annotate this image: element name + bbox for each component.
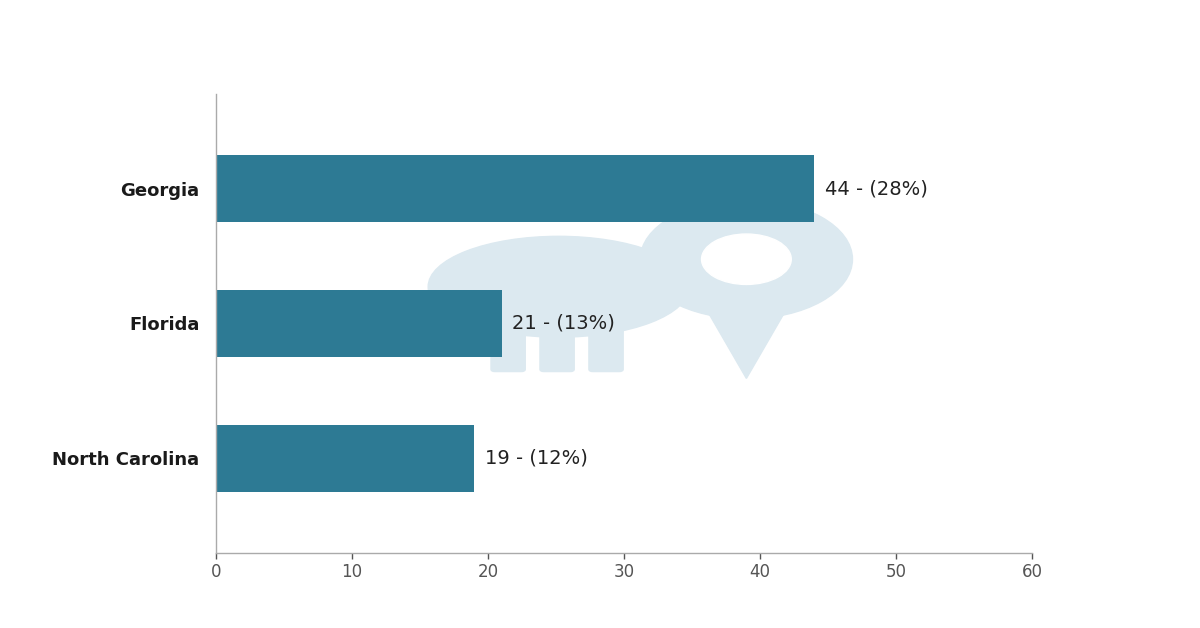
Bar — [216, 425, 474, 492]
FancyBboxPatch shape — [491, 312, 526, 372]
Ellipse shape — [428, 236, 689, 337]
Bar — [216, 155, 815, 222]
Circle shape — [641, 200, 852, 319]
FancyBboxPatch shape — [540, 294, 575, 372]
Text: 19 - (12%): 19 - (12%) — [485, 449, 588, 468]
Bar — [216, 290, 502, 357]
Circle shape — [702, 234, 791, 284]
Text: 44 - (28%): 44 - (28%) — [826, 179, 928, 198]
FancyBboxPatch shape — [589, 321, 623, 372]
Text: Mellow Mushroom Locations Analysis in the US: Mellow Mushroom Locations Analysis in th… — [196, 27, 1004, 56]
Polygon shape — [683, 268, 810, 379]
Text: 21 - (13%): 21 - (13%) — [512, 314, 616, 333]
